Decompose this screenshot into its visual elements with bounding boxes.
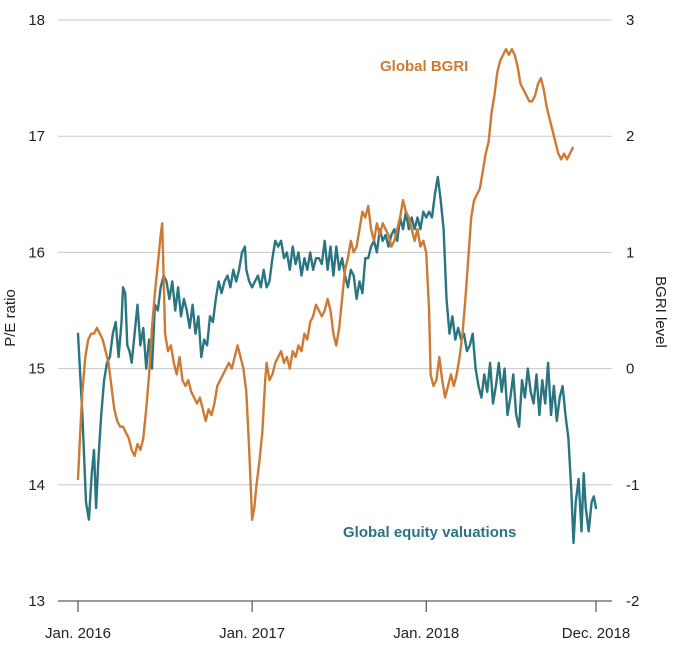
series-line-global-bgri — [76, 47, 574, 521]
x-tick-label: Jan. 2018 — [393, 625, 459, 642]
y-tick-label-left: 16 — [28, 244, 45, 261]
x-tick-label: Dec. 2018 — [562, 625, 630, 642]
x-tick-label: Jan. 2017 — [219, 625, 285, 642]
x-tick-label: Jan. 2016 — [45, 625, 111, 642]
y-tick-label-right: 1 — [626, 244, 634, 261]
series-line-global-equity-valuations — [76, 175, 598, 545]
y-axis-left-title: P/E ratio — [2, 289, 19, 347]
y-tick-label-left: 17 — [28, 128, 45, 145]
y-tick-label-left: 15 — [28, 361, 45, 378]
y-tick-label-left: 13 — [28, 593, 45, 610]
y-axis-left-ticks: 13 14 15 16 17 18 — [28, 12, 45, 610]
y-tick-label-right: 0 — [626, 361, 634, 378]
y-tick-label-right: -1 — [626, 477, 639, 494]
series-label-global-bgri: Global BGRI — [380, 58, 468, 75]
y-tick-label-right: -2 — [626, 593, 639, 610]
series-lines — [76, 47, 598, 545]
y-tick-label-left: 18 — [28, 12, 45, 29]
y-tick-label-right: 3 — [626, 12, 634, 29]
y-tick-label-right: 2 — [626, 128, 634, 145]
y-axis-right-ticks: -2 -1 0 1 2 3 — [626, 12, 639, 610]
series-label-global-equity-valuations: Global equity valuations — [343, 524, 516, 541]
y-axis-right-title: BGRI level — [652, 276, 669, 348]
y-tick-label-left: 14 — [28, 477, 45, 494]
x-axis-ticks: Jan. 2016 Jan. 2017 Jan. 2018 Dec. 2018 — [45, 601, 630, 642]
